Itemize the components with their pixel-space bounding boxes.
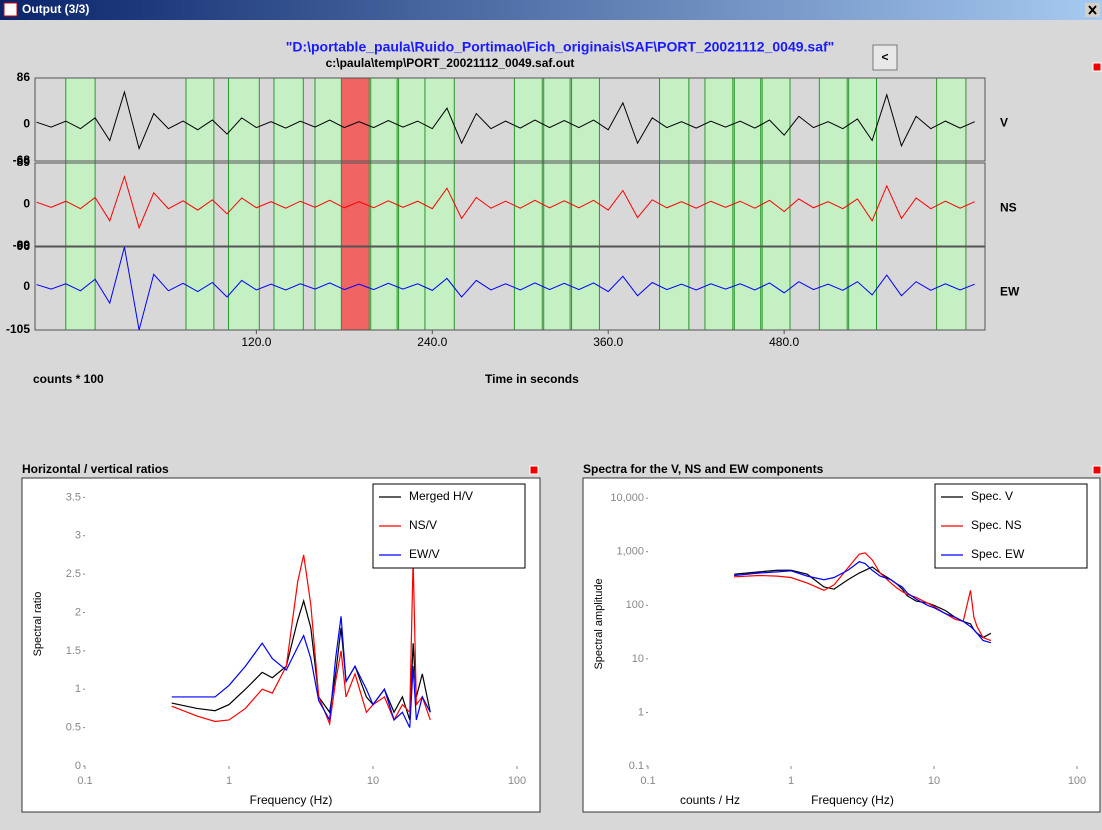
trace-name: NS [1000, 201, 1017, 215]
x-tick-label: 1 [226, 775, 232, 787]
y-tick-label: -105 [6, 322, 30, 336]
x-tick-label: 100 [1068, 775, 1086, 787]
x-tick-label: 0.1 [640, 775, 655, 787]
y-tick-label: -68 [13, 153, 31, 167]
series-line [734, 552, 992, 642]
y-tick-label: 96 [17, 239, 31, 253]
toggle[interactable] [1092, 465, 1102, 475]
close-button[interactable] [1085, 3, 1100, 17]
y-axis-label: Spectral amplitude [593, 578, 605, 669]
toggle[interactable] [1092, 62, 1102, 72]
x-axis-label: Frequency (Hz) [250, 793, 333, 807]
series-line [171, 616, 431, 728]
x-tick-label: 120.0 [241, 335, 271, 349]
trace [36, 90, 975, 151]
time-window [424, 77, 455, 331]
units-label: counts / Hz [680, 793, 740, 807]
back-button-label[interactable]: < [881, 50, 888, 64]
series-line [171, 598, 431, 721]
x-tick-label: 100 [508, 775, 526, 787]
time-window [185, 77, 215, 331]
time-window [733, 77, 762, 331]
output-file: c:\paula\temp\PORT_20021112_0049.saf.out [326, 56, 575, 70]
x-tick-label: 10 [928, 775, 940, 787]
y-tick-label: 0 [23, 279, 30, 293]
trace-frame [34, 162, 986, 247]
y-tick-label: 0 [23, 117, 30, 131]
x-tick-label: 360.0 [593, 335, 623, 349]
trace-frame [34, 246, 986, 331]
y-tick-label: 1 [75, 683, 81, 695]
legend-label: Merged H/V [409, 489, 473, 503]
window-title: Output (3/3) [22, 2, 89, 16]
time-window [848, 77, 878, 331]
y-tick-label: 3.5 [66, 491, 81, 503]
series-line [734, 561, 992, 644]
time-window [761, 77, 791, 331]
legend-label: Spec. V [971, 489, 1013, 503]
y-tick-label: 0 [23, 197, 30, 211]
y-tick-label: 10,000 [610, 492, 644, 504]
y-tick-label: 0 [75, 760, 81, 772]
y-tick-label: 0.1 [629, 760, 644, 772]
trace [36, 246, 975, 331]
toggle[interactable] [529, 465, 539, 475]
legend-label: NS/V [409, 518, 437, 532]
time-window [704, 77, 734, 331]
y-tick-label: 89 [17, 155, 31, 169]
y-units: counts * 100 [33, 372, 104, 386]
time-window [273, 77, 304, 331]
y-tick-label: 1,000 [616, 546, 644, 558]
time-window [659, 77, 690, 331]
y-tick-label: 100 [626, 599, 644, 611]
legend-label: Spec. EW [971, 547, 1025, 561]
trace-name: V [1000, 116, 1008, 130]
legend-label: EW/V [409, 547, 440, 561]
legend-label: Spec. NS [971, 518, 1022, 532]
title-bar [0, 0, 1102, 20]
time-window [370, 77, 398, 331]
trace-name: EW [1000, 285, 1020, 299]
x-tick-label: 0.1 [77, 775, 92, 787]
y-tick-label: 0.5 [66, 722, 81, 734]
y-tick-label: 2 [75, 606, 81, 618]
app-icon [3, 2, 18, 17]
x-tick-label: 240.0 [417, 335, 447, 349]
y-tick-label: 2.5 [66, 568, 81, 580]
back-button[interactable]: < [872, 44, 898, 71]
x-axis-label: Time in seconds [485, 372, 579, 386]
series-line [171, 554, 431, 727]
y-tick-label: 10 [632, 653, 644, 665]
chart-title: Horizontal / vertical ratios [22, 462, 169, 476]
y-tick-label: 3 [75, 530, 81, 542]
y-tick-label: 1 [638, 706, 644, 718]
trace-frame [34, 77, 986, 162]
chart-title: Spectra for the V, NS and EW components [583, 462, 824, 476]
trace [36, 174, 975, 230]
x-tick-label: 10 [367, 775, 379, 787]
x-tick-label: 1 [788, 775, 794, 787]
x-tick-label: 480.0 [769, 335, 799, 349]
y-tick-label: 86 [17, 70, 31, 84]
y-tick-label: 1.5 [66, 645, 81, 657]
time-window [228, 77, 260, 331]
y-axis-label: Spectral ratio [32, 592, 44, 657]
y-tick-label: -89 [13, 238, 31, 252]
x-axis-label: Frequency (Hz) [811, 793, 894, 807]
file-path: "D:\portable_paula\Ruido_Portimao\Fich_o… [286, 39, 835, 55]
